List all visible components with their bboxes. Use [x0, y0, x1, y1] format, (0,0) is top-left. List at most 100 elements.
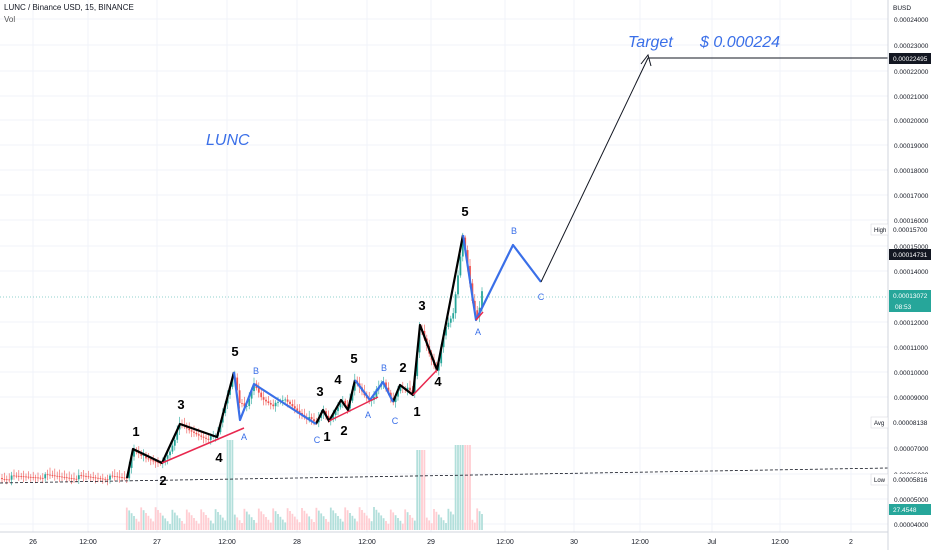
- candle-body: [8, 479, 11, 481]
- candle-body: [63, 476, 66, 478]
- volume-bar: [145, 513, 147, 530]
- red-trendline-4: [475, 311, 484, 321]
- candle-body: [3, 479, 6, 480]
- volume-bar: [279, 516, 282, 530]
- volume-bar: [212, 523, 215, 530]
- volume-bar: [253, 520, 255, 530]
- volume-bar: [286, 508, 289, 530]
- candle-body: [46, 474, 49, 476]
- volume-bar: [236, 517, 239, 530]
- candle-body: [166, 455, 169, 459]
- volume-bar: [308, 516, 311, 530]
- volume-bar: [161, 515, 164, 530]
- volume-bar: [317, 510, 320, 530]
- candle-body: [70, 478, 73, 479]
- candle-body: [27, 476, 30, 478]
- volume-bar: [226, 440, 229, 530]
- candle-body: [447, 322, 450, 327]
- wave-label: 5: [231, 344, 238, 359]
- candle-body: [44, 474, 47, 479]
- candle-body: [416, 352, 419, 377]
- candle-body: [176, 429, 179, 440]
- candle-body: [82, 475, 85, 477]
- candle-body: [77, 475, 80, 480]
- candle-body: [49, 474, 51, 476]
- candle-body: [267, 401, 270, 403]
- candle-body: [109, 475, 111, 480]
- candle-body: [253, 383, 255, 392]
- y-tick-label: 0.00012000: [894, 320, 929, 327]
- volume-bar: [466, 445, 469, 530]
- candle-body: [231, 378, 234, 387]
- candle-countdown: 08:53: [895, 304, 912, 311]
- candle-body: [459, 256, 462, 276]
- wave-label: 1: [413, 404, 420, 419]
- volume-bar: [351, 515, 354, 530]
- y-tick-label: 0.00021000: [894, 94, 929, 101]
- volume-bar: [241, 523, 243, 530]
- volume-bar: [296, 519, 299, 530]
- candle-body: [104, 478, 107, 480]
- red-trendline-3: [412, 369, 438, 396]
- volume-bar: [346, 510, 349, 530]
- target-price-tag: 0.00022495: [893, 56, 928, 63]
- red-trendline-2: [328, 396, 379, 422]
- candle-body: [145, 454, 147, 459]
- volume-bar: [257, 508, 260, 530]
- wave-label: A: [365, 410, 371, 420]
- wave-label: C: [538, 292, 545, 302]
- high-price-tag: 0.00015700: [893, 227, 928, 234]
- candle-body: [310, 417, 313, 420]
- volume-bar: [315, 507, 318, 530]
- candle-body: [375, 389, 378, 397]
- candle-body: [169, 451, 171, 456]
- y-tick-label: 0.00022000: [894, 69, 929, 76]
- volume-bar: [274, 511, 277, 530]
- volume-bar: [377, 512, 380, 530]
- x-tick-label: 29: [427, 539, 435, 546]
- y-tick-label: 0.00020000: [894, 118, 929, 125]
- candle-body: [113, 476, 116, 477]
- candle-body: [200, 435, 203, 437]
- candle-body: [207, 438, 210, 440]
- volume-bar: [157, 510, 159, 530]
- candle-body: [22, 476, 25, 478]
- x-tick-label: 27: [153, 539, 161, 546]
- candle-body: [291, 404, 294, 407]
- volume-bar: [361, 510, 363, 530]
- candle-body: [17, 475, 20, 477]
- candle-body: [298, 410, 301, 413]
- candle-body: [92, 477, 95, 478]
- volume-bar: [433, 509, 435, 530]
- volume-bar: [255, 522, 258, 530]
- volume-bar: [447, 508, 450, 530]
- volume-bar: [409, 515, 411, 530]
- candle-body: [195, 432, 198, 435]
- volume-tag-bg: [889, 504, 931, 515]
- high-label-bg: [870, 223, 889, 236]
- volume-bar: [404, 509, 407, 530]
- volume-bar: [337, 516, 339, 530]
- wave-label: 3: [177, 397, 184, 412]
- volume-bar: [385, 521, 387, 530]
- volume-bar: [301, 508, 303, 530]
- volume-bar: [313, 522, 315, 530]
- candle-body: [85, 475, 87, 477]
- volume-bar: [178, 518, 181, 530]
- impulse-wave-2: [315, 379, 357, 425]
- x-tick-label: 2: [849, 539, 853, 546]
- y-tick-label: 0.00014000: [894, 269, 929, 276]
- volume-bar: [382, 518, 385, 530]
- volume-bar: [277, 514, 279, 530]
- candle-body: [272, 404, 275, 407]
- wave-label: 2: [340, 423, 347, 438]
- volume-bar: [449, 511, 452, 530]
- peak-price-tag-bg: [889, 249, 931, 260]
- candle-body: [260, 392, 263, 398]
- candle-body: [250, 391, 253, 399]
- volume-bar: [221, 517, 224, 530]
- candle-body: [1, 478, 3, 480]
- volume-bar: [260, 511, 263, 530]
